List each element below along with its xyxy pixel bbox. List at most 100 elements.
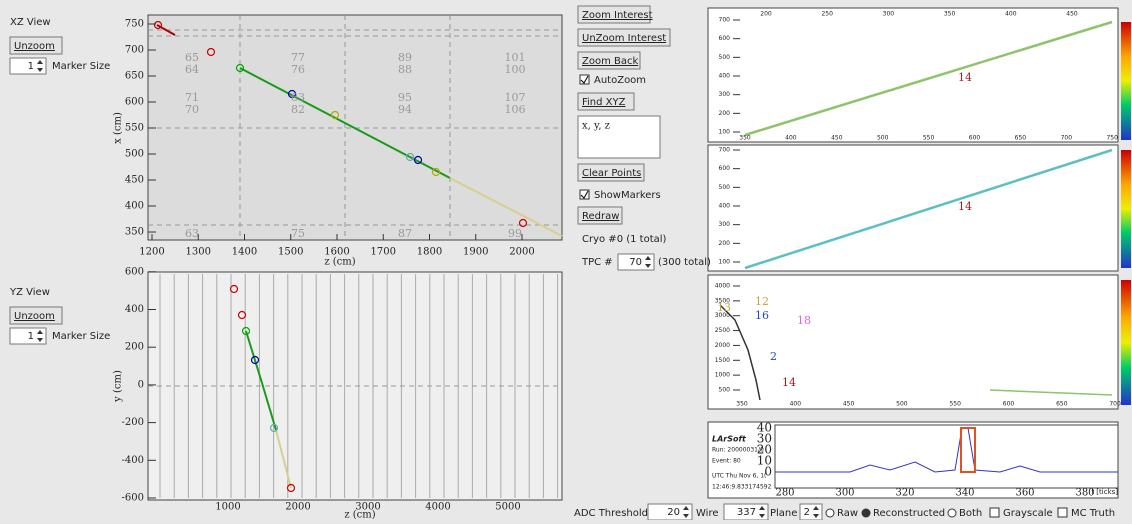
tpc-label: 94 bbox=[398, 103, 412, 116]
x-tick-label: 2000 bbox=[285, 502, 310, 513]
radio-label: Raw bbox=[837, 508, 858, 519]
x-tick-label: 350 bbox=[736, 401, 748, 408]
y-tick-label: -600 bbox=[122, 493, 144, 504]
spinner-value: 337 bbox=[737, 507, 756, 518]
cluster-label: 2 bbox=[770, 350, 777, 363]
button-label: Unzoom bbox=[14, 41, 55, 52]
y-axis-label: y (cm) bbox=[113, 370, 124, 403]
y-tick-label: 550 bbox=[125, 123, 144, 134]
y-tick-label: 400 bbox=[719, 73, 731, 80]
button-label: Unzoom bbox=[14, 311, 55, 322]
wire-plot-1 bbox=[708, 145, 1118, 271]
x-tick-label: 280 bbox=[775, 488, 794, 499]
wire-plot-0 bbox=[708, 8, 1118, 142]
wire-plot-2 bbox=[708, 275, 1118, 409]
y-tick-label: 600 bbox=[719, 165, 731, 172]
button-label: UnZoom Interest bbox=[582, 33, 666, 44]
x-tick-label: 2000 bbox=[509, 247, 534, 258]
y-tick-label: 500 bbox=[719, 184, 731, 191]
x-tick-label: 600 bbox=[1003, 401, 1015, 408]
tpc-label: 63 bbox=[185, 227, 199, 240]
tpc-label: 88 bbox=[398, 63, 412, 76]
x-tick-label: 320 bbox=[895, 488, 914, 499]
x-axis-label: t [ticks] bbox=[1091, 488, 1118, 496]
y-tick-label: 400 bbox=[125, 304, 144, 315]
spinner-value: 1 bbox=[28, 331, 34, 342]
y-tick-label: 100 bbox=[719, 259, 731, 266]
tpc-label: 106 bbox=[505, 103, 526, 116]
x-tick-label: 650 bbox=[1056, 401, 1068, 408]
y-tick-label: 400 bbox=[125, 201, 144, 212]
radio-label: Both bbox=[959, 508, 982, 519]
checkbox-label: AutoZoom bbox=[594, 75, 646, 86]
run-info: 12:46:9.833174592 bbox=[712, 484, 772, 491]
event-display: XZ ViewUnzoom1Marker SizeYZ ViewUnzoom1M… bbox=[0, 0, 1132, 520]
x-tick-label: 550 bbox=[949, 401, 961, 408]
radio[interactable] bbox=[826, 509, 834, 517]
tpc-label: 100 bbox=[505, 63, 526, 76]
x-tick-label: 700 bbox=[1061, 135, 1073, 142]
cluster-label: 18 bbox=[797, 314, 811, 327]
y-tick-label: 200 bbox=[719, 240, 731, 247]
marker-size-label: Marker Size bbox=[52, 61, 110, 72]
x-axis-label: z (cm) bbox=[344, 510, 375, 521]
y-tick-label: 450 bbox=[125, 175, 144, 186]
y-tick-label: 500 bbox=[719, 387, 731, 394]
cluster-label: 16 bbox=[755, 309, 769, 322]
x-tick-label: 600 bbox=[969, 135, 981, 142]
x-tick-label: 340 bbox=[955, 488, 974, 499]
palette bbox=[1121, 280, 1131, 405]
spinner-value: 1 bbox=[28, 61, 34, 72]
cluster-label: 14 bbox=[958, 71, 972, 84]
x-tick-label: 1700 bbox=[371, 247, 396, 258]
tpc-label: 87 bbox=[398, 227, 412, 240]
x-tick-label: 1500 bbox=[278, 247, 303, 258]
cryo-label: Cryo #0 (1 total) bbox=[582, 234, 667, 245]
y-tick-label: 300 bbox=[719, 91, 731, 98]
x-tick-label: 1300 bbox=[186, 247, 211, 258]
radio-label: Reconstructed bbox=[873, 508, 945, 519]
y-tick-label: 2500 bbox=[715, 327, 730, 334]
checkbox[interactable] bbox=[1058, 508, 1067, 517]
checkbox-label: ShowMarkers bbox=[594, 190, 661, 201]
cluster-label: 14 bbox=[782, 376, 796, 389]
y-tick-label: 600 bbox=[125, 97, 144, 108]
y-tick-label: 600 bbox=[719, 35, 731, 42]
tpc-label: 76 bbox=[291, 63, 305, 76]
spinner-value: 20 bbox=[667, 507, 680, 518]
x-tick-label: 400 bbox=[1005, 11, 1017, 18]
radio[interactable] bbox=[948, 509, 956, 517]
view-title: YZ View bbox=[9, 287, 50, 298]
checkbox-label: Grayscale bbox=[1003, 508, 1053, 519]
y-tick-label: 300 bbox=[719, 221, 731, 228]
x-tick-label: 350 bbox=[739, 135, 751, 142]
tpc-label: 75 bbox=[291, 227, 305, 240]
x-tick-label: 350 bbox=[944, 11, 956, 18]
palette bbox=[1121, 22, 1131, 140]
checkbox[interactable] bbox=[990, 508, 999, 517]
x-tick-label: 450 bbox=[843, 401, 855, 408]
y-tick-label: 200 bbox=[125, 342, 144, 353]
tpc-label: TPC # bbox=[581, 257, 613, 268]
spinner-value: 70 bbox=[629, 257, 642, 268]
x-tick-label: 700 bbox=[1109, 401, 1121, 408]
x-tick-label: 1400 bbox=[232, 247, 257, 258]
y-tick-label: 200 bbox=[719, 110, 731, 117]
x-tick-label: 1800 bbox=[417, 247, 442, 258]
x-tick-label: 5000 bbox=[495, 502, 520, 513]
x-tick-label: 1200 bbox=[139, 247, 164, 258]
y-tick-label: 700 bbox=[125, 45, 144, 56]
cluster-label: 13 bbox=[717, 301, 731, 314]
cluster-label: 14 bbox=[958, 200, 972, 213]
radio[interactable] bbox=[862, 509, 870, 517]
x-tick-label: 300 bbox=[835, 488, 854, 499]
y-tick-label: 1000 bbox=[715, 372, 730, 379]
button-label: Clear Points bbox=[582, 168, 641, 179]
x-tick-label: 1000 bbox=[215, 502, 240, 513]
y-tick-label: 4000 bbox=[715, 283, 730, 290]
palette bbox=[1121, 150, 1131, 268]
x-tick-label: 500 bbox=[896, 401, 908, 408]
wire-label: Wire bbox=[696, 508, 719, 519]
x-tick-label: 450 bbox=[1066, 11, 1078, 18]
adc-label: ADC Threshold bbox=[574, 508, 648, 519]
